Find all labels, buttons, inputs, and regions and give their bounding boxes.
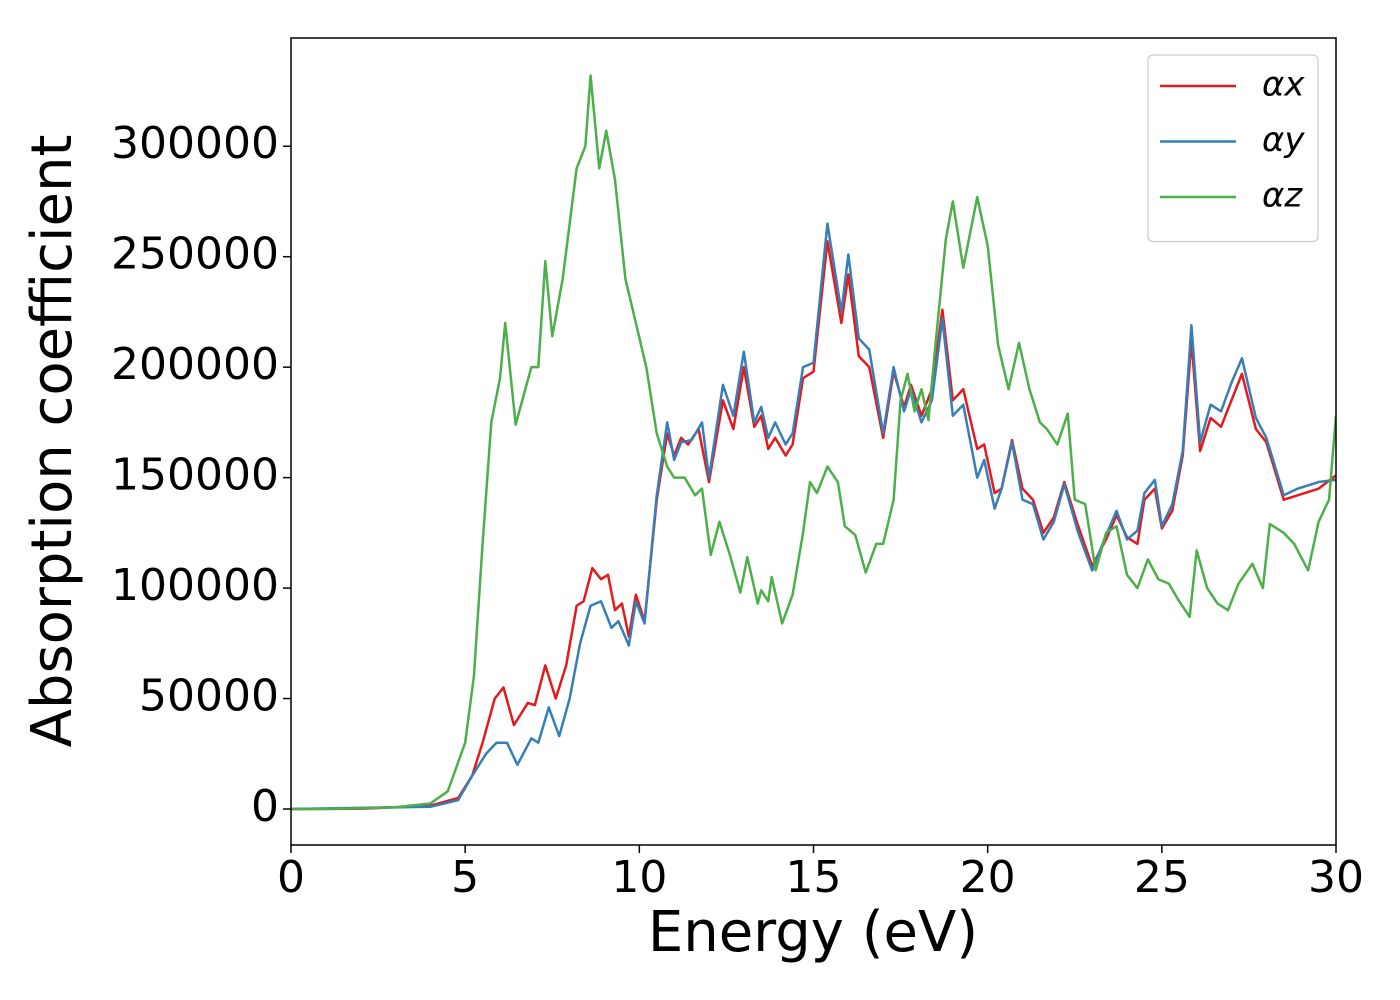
y-tick-label: 300000 <box>111 118 279 169</box>
series-line <box>291 74 1336 811</box>
x-tick-label: 5 <box>451 852 479 903</box>
x-tick-label: 0 <box>277 852 305 903</box>
y-tick-label: 100000 <box>111 560 279 611</box>
x-tick-label: 20 <box>960 852 1016 903</box>
series-line <box>291 222 1336 811</box>
y-tick-label: 200000 <box>111 339 279 390</box>
x-tick-label: 30 <box>1308 852 1364 903</box>
legend-label: αz <box>1262 176 1303 216</box>
y-tick-label: 250000 <box>111 229 279 280</box>
legend-label: αx <box>1262 65 1305 105</box>
x-tick-label: 10 <box>611 852 667 903</box>
x-tick-label: 25 <box>1134 852 1190 903</box>
y-axis-label: Absorption coefficient <box>20 135 85 748</box>
plot-frame <box>290 37 1337 846</box>
x-axis-label: Energy (eV) <box>648 900 978 965</box>
x-tick-label: 15 <box>786 852 842 903</box>
y-tick-label: 150000 <box>111 450 279 501</box>
legend-label: αy <box>1262 120 1305 160</box>
legend-box <box>1147 54 1319 243</box>
y-tick-label: 0 <box>251 781 279 832</box>
y-tick-label: 50000 <box>139 671 279 722</box>
